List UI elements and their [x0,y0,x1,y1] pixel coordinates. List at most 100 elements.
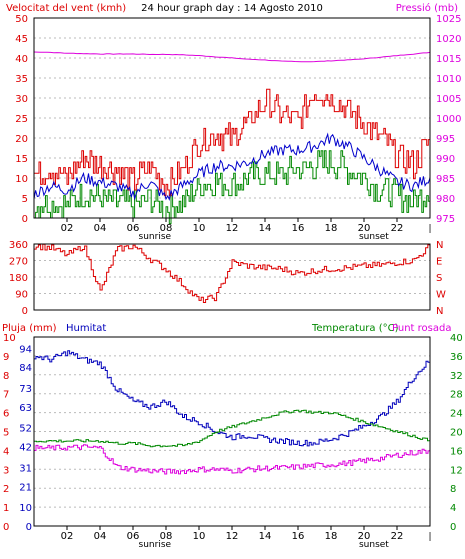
compass-tick-label: N [436,240,443,251]
x-tick-label: 20 [358,531,371,542]
sunset-label: sunset [359,540,389,550]
humidity-tick-label: 84 [19,363,32,374]
wind-direction-line [34,243,431,303]
pressure-tick-label: 1025 [436,14,461,25]
rain-tick-label: 4 [3,446,9,457]
rain-tick-label: 1 [3,503,9,514]
x-tick-label: 08 [160,223,173,234]
humidity-tick-label: 73 [19,384,32,395]
x-tick-label: 18 [325,223,338,234]
compass-tick-label: S [436,273,442,284]
wind-speed-tick-label: 40 [15,54,28,65]
dewpoint-line [34,444,431,475]
wind-speed-tick-label: 35 [15,74,28,85]
temperature-axis-title: Temperatura (°C) [311,323,399,334]
humidity-tick-label: 94 [19,344,32,355]
wind-speed-tick-label: 5 [22,194,28,205]
wind-speed-tick-label: 50 [15,14,28,25]
x-tick-label: 14 [259,223,272,234]
pressure-tick-label: 985 [436,174,455,185]
humidity-tick-label: 31 [19,463,32,474]
dewpoint-axis-title: Punt rosada [392,323,451,334]
x-tick-label: 12 [226,223,239,234]
x-tick-label: 20 [358,223,371,234]
compass-tick-label: N [436,306,443,317]
x-tick-label: 22 [391,531,404,542]
humidity-line [34,350,431,447]
wind-speed-tick-label: 45 [15,34,28,45]
sunrise-label: sunrise [139,232,172,242]
temperature-tick-label: 32 [450,371,463,382]
chart-title: 24 hour graph day : 14 Agosto 2010 [141,3,323,14]
compass-tick-label: W [436,290,446,301]
sunset-label: sunset [359,232,389,242]
direction-tick-label: 0 [22,306,28,317]
direction-tick-label: 360 [9,240,28,251]
temperature-tick-label: 4 [450,503,456,514]
wind-speed-tick-label: 0 [22,214,28,225]
humidity-tick-label: 10 [19,503,32,514]
wind-speed-tick-label: 30 [15,94,28,105]
pressure-tick-label: 1020 [436,34,461,45]
temperature-tick-label: 12 [450,465,463,476]
x-tick-label: 10 [193,223,206,234]
wind-speed-tick-label: 10 [15,174,28,185]
pressure-axis-title: Pressió (mb) [396,2,458,14]
temperature-tick-label: 16 [450,446,463,457]
end-of-day-marker: | [428,532,431,542]
rain-tick-label: 9 [3,352,9,363]
x-tick-label: 06 [127,531,140,542]
wind-speed-tick-label: 20 [15,134,28,145]
x-tick-label: 04 [94,223,107,234]
wind-speed-tick-label: 15 [15,154,28,165]
x-tick-label: 04 [94,531,107,542]
temperature-tick-label: 20 [450,428,463,439]
temperature-tick-label: 8 [450,484,456,495]
x-tick-label: 12 [226,531,239,542]
rain-tick-label: 10 [3,333,16,344]
x-tick-label: 02 [61,223,74,234]
temperature-tick-label: 24 [450,409,463,420]
rain-tick-label: 8 [3,371,9,382]
humidity-tick-label: 21 [19,482,32,493]
compass-tick-label: E [436,257,442,268]
humidity-tick-label: 42 [19,443,32,454]
temperature-tick-label: 28 [450,390,463,401]
pressure-tick-label: 980 [436,194,455,205]
humidity-tick-label: 52 [19,424,32,435]
humidity-temperature-panel: 0481216202428323640012345678910010213142… [3,333,463,550]
rain-tick-label: 7 [3,390,9,401]
pressure-tick-label: 1010 [436,74,461,85]
x-tick-label: 22 [391,223,404,234]
wind-min-line [34,150,431,225]
x-tick-label: 16 [292,223,305,234]
x-tick-label: 16 [292,531,305,542]
x-tick-label: 08 [160,531,173,542]
temperature-tick-label: 0 [450,522,456,533]
humidity-axis-title: Humitat [66,323,106,334]
pressure-line [33,51,431,63]
wind-average-line [33,132,431,202]
direction-tick-label: 270 [9,257,28,268]
x-tick-label: 02 [61,531,74,542]
pressure-tick-label: 995 [436,134,455,145]
direction-tick-label: 90 [15,290,28,301]
temperature-tick-label: 36 [450,352,463,363]
x-tick-label: 10 [193,531,206,542]
rain-tick-label: 3 [3,465,9,476]
wind-direction-panel: 0 N 90 W 180 S 270 E 360 N [9,240,446,317]
x-tick-label: 14 [259,531,272,542]
end-of-day-marker: | [428,224,431,234]
rain-tick-label: 6 [3,409,9,420]
direction-tick-label: 180 [9,273,28,284]
pressure-tick-label: 1015 [436,54,461,65]
rain-tick-label: 5 [3,428,9,439]
wind-pressure-panel: 0510152025303540455097598098599099510001… [15,14,461,242]
wind-speed-axis-title: Velocitat del vent (kmh) [6,3,126,14]
pressure-tick-label: 990 [436,154,455,165]
pressure-tick-label: 1000 [436,114,461,125]
temperature-tick-label: 40 [450,333,463,344]
temperature-line [34,409,431,448]
rain-axis-title: Pluja (mm) [2,323,57,334]
